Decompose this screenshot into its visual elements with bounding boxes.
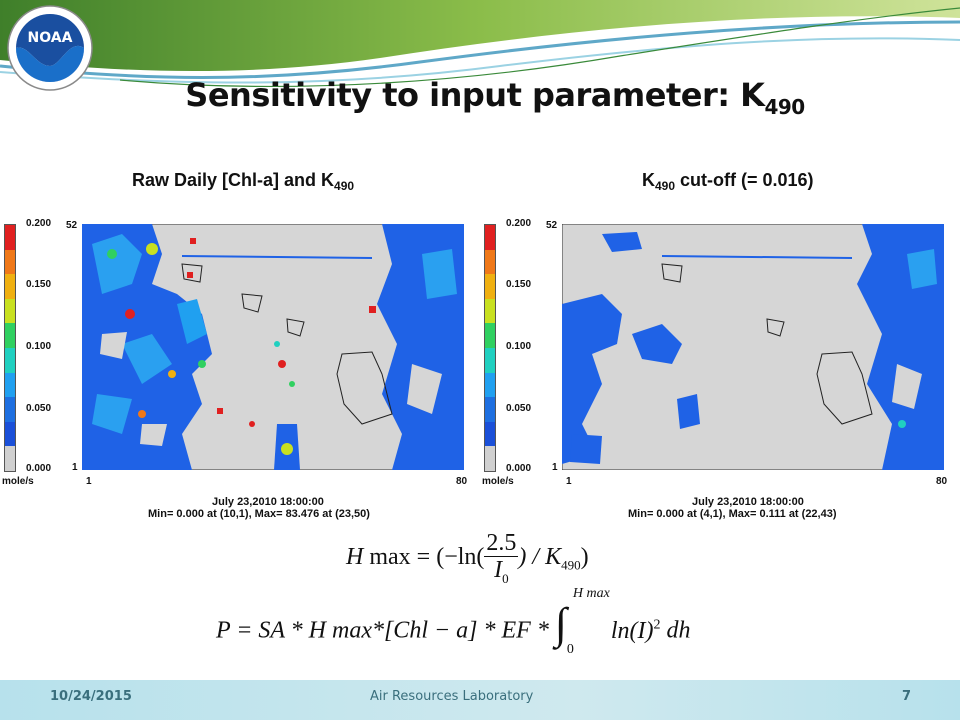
eq2-upper-limit: H max [572,586,610,601]
axis-x-right: 80 [936,476,948,487]
eq2-dh: dh [660,617,691,644]
header-swoosh [0,0,960,88]
eq1-lhs: H [346,543,364,570]
legend-unit: mole/s [2,476,34,487]
axis-y-bottom: 1 [552,462,558,473]
eq1-close: ) [580,543,589,570]
eq1-den-i: I [494,557,503,584]
eq2-integrand: ln(I) [610,617,654,644]
legend-tick: 0.200 [26,218,52,229]
legend-swatch [485,397,495,422]
eq1-numerator: 2.5 [484,530,519,558]
slide-title-main: Sensitivity to input parameter: K [185,76,765,114]
axis-x-right: 80 [456,476,468,487]
legend-unit: mole/s [482,476,514,487]
legend-swatch [5,298,15,324]
equation-production: P = SA * H max*[Chl − a] * EF * ∫ H max 0 l… [216,586,691,657]
right-color-legend [484,224,496,472]
legend-swatch [5,323,15,348]
axis-y-bottom: 1 [72,462,78,473]
right-panel-title-rest: cut-off (= 0.016) [675,170,814,190]
eq2-integral: ∫ H max 0 [555,586,610,657]
footer-date: 10/24/2015 [50,689,132,704]
eq1-den-sub: 0 [502,571,509,587]
left-map-panel: 0.200 0.150 0.100 0.050 0.000 mole/s 52 … [0,214,478,524]
legend-swatch [485,446,495,471]
slide-title-subscript: 490 [764,95,805,119]
legend-tick: 0.150 [506,279,532,290]
left-date-line: July 23,2010 18:00:00 [212,496,324,508]
legend-swatch [485,298,495,324]
left-stats-line: Min= 0.000 at (10,1), Max= 83.476 at (23… [148,508,370,520]
noaa-logo: NOAA [7,5,93,91]
left-map-plot [82,224,464,470]
left-color-legend [4,224,16,472]
eq1-tail: ) / K [518,543,562,570]
left-panel-title-sub: 490 [334,179,355,193]
axis-y-top: 52 [66,220,78,231]
right-map-panel: 0.200 0.150 0.100 0.050 0.000 mole/s 52 … [480,214,958,524]
eq1-max: max [363,543,411,570]
eq1-tail-sub: 490 [561,557,581,573]
eq2-body: P = SA * H max*[Chl − a] * EF * [216,617,555,644]
left-panel-title-main: Raw Daily [Chl-a] and K [132,170,335,190]
legend-tick: 0.200 [506,218,532,229]
legend-swatch [5,249,15,275]
legend-swatch [5,372,15,398]
legend-tick: 0.050 [506,403,532,414]
slide-title: Sensitivity to input parameter: K490 [0,76,960,119]
legend-swatch [485,323,495,348]
footer-lab-name: Air Resources Laboratory [370,689,534,704]
legend-tick: 0.100 [506,341,532,352]
legend-swatch [5,274,15,299]
left-panel-title: Raw Daily [Chl-a] and K490 [132,170,354,193]
legend-swatch [485,372,495,398]
legend-swatch [485,225,495,250]
eq2-lower-limit: 0 [566,642,574,657]
right-panel-title-sub: 490 [655,179,676,193]
eq2-power: 2 [653,617,661,633]
eq1-mid: = (−ln( [410,543,485,570]
legend-swatch [485,274,495,299]
legend-tick: 0.000 [506,463,532,474]
legend-tick: 0.150 [26,279,52,290]
legend-tick: 0.050 [26,403,52,414]
right-date-line: July 23,2010 18:00:00 [692,496,804,508]
eq1-fraction: 2.5 I0 [484,530,519,586]
right-panel-title-main: K [642,170,655,190]
legend-tick: 0.100 [26,341,52,352]
noaa-logo-text: NOAA [28,30,73,46]
integral-sign: ∫ [554,599,567,648]
legend-swatch [485,249,495,275]
legend-swatch [5,446,15,471]
footer-bar [0,680,960,720]
legend-swatch [5,225,15,250]
legend-swatch [5,347,15,373]
right-stats-line: Min= 0.000 at (4,1), Max= 0.111 at (22,4… [628,508,837,520]
equation-hmax: H max = (−ln(2.5 I0) / K490) [346,530,589,586]
legend-swatch [485,421,495,447]
eq1-denominator: I0 [484,557,518,586]
legend-swatch [5,397,15,422]
axis-x-left: 1 [566,476,572,487]
right-map-plot [562,224,944,470]
axis-x-left: 1 [86,476,92,487]
footer-page-number: 7 [902,689,912,704]
right-panel-title: K490 cut-off (= 0.016) [642,170,814,193]
legend-tick: 0.000 [26,463,52,474]
legend-swatch [5,421,15,447]
legend-swatch [485,347,495,373]
axis-y-top: 52 [546,220,558,231]
